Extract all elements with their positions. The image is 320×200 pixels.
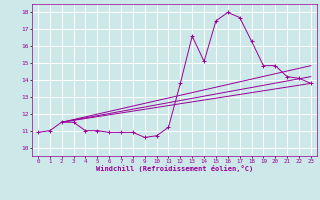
X-axis label: Windchill (Refroidissement éolien,°C): Windchill (Refroidissement éolien,°C) [96,165,253,172]
